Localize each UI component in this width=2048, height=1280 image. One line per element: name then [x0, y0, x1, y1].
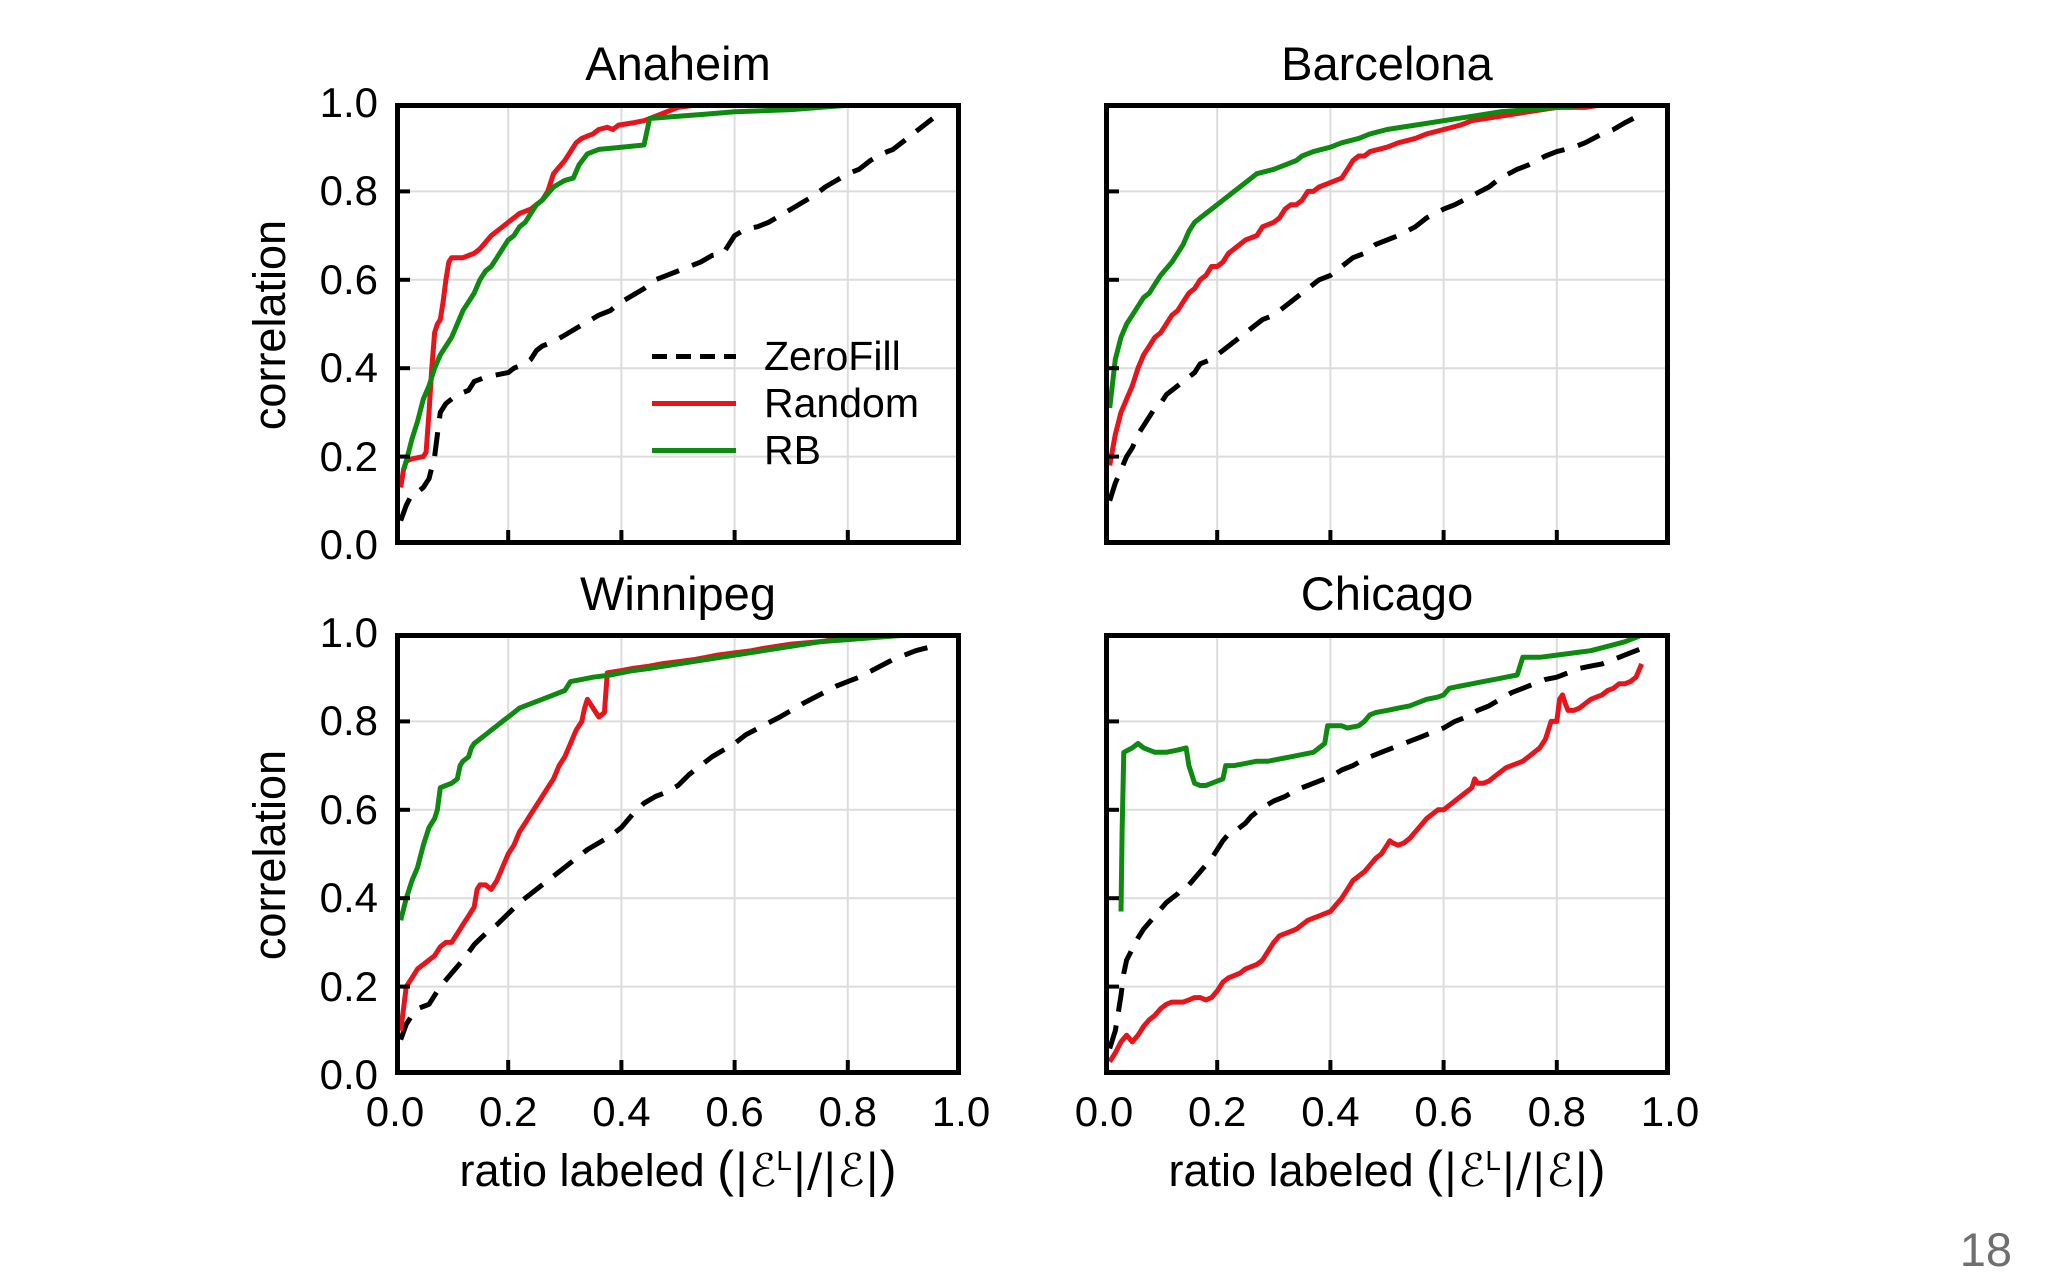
- chart-title-barcelona: Barcelona: [1281, 37, 1493, 90]
- legend-item-zerofill: ZeroFill: [652, 333, 919, 380]
- series-rb: [401, 103, 933, 471]
- y-tick-label: 0.2: [319, 962, 378, 1010]
- x-tick-label: 0.6: [705, 1088, 764, 1135]
- series-zerofill: [1107, 111, 1643, 502]
- y-tick-label: 0.8: [319, 167, 378, 215]
- series-zerofill: [398, 116, 935, 522]
- y-tick-label: 0.0: [319, 1051, 378, 1098]
- x-tick-label: 0.4: [1301, 1088, 1360, 1135]
- x-tick-label: 0.8: [818, 1088, 877, 1135]
- series-random: [1107, 662, 1644, 1064]
- x-tick-label: 1.0: [1640, 1088, 1700, 1135]
- x-tick-label: 0.8: [1527, 1088, 1586, 1135]
- x-axis-label-right: ratio labeled (|ℰL|/|ℰ|): [1168, 1140, 1606, 1198]
- plot-anaheim: [395, 103, 961, 545]
- plot-border: [395, 103, 961, 545]
- x-tick-label: 0.6: [1414, 1088, 1473, 1135]
- legend: ZeroFill Random RB: [652, 333, 919, 474]
- legend-label: RB: [764, 427, 821, 473]
- x-tick-label: 0.0: [365, 1088, 425, 1135]
- y-tick-label: 1.0: [319, 79, 378, 126]
- legend-item-random: Random: [652, 380, 919, 427]
- page-number: 18: [1959, 1223, 2012, 1276]
- y-tick-label: 0.4: [319, 874, 378, 922]
- series-random: [1107, 103, 1642, 466]
- x-tick-label: 1.0: [931, 1088, 991, 1135]
- plot-border: [1104, 633, 1670, 1075]
- x-tick-label: 0.2: [478, 1088, 538, 1135]
- chart-title-winnipeg: Winnipeg: [580, 567, 776, 620]
- x-axis-label-left: ratio labeled (|ℰL|/|ℰ|): [459, 1140, 897, 1198]
- plot-chicago: [1104, 633, 1670, 1075]
- legend-label: Random: [764, 380, 919, 426]
- legend-label: ZeroFill: [764, 333, 901, 379]
- series-rb: [1107, 103, 1642, 409]
- series-zerofill: [1107, 646, 1643, 1050]
- plot-winnipeg: [395, 633, 961, 1075]
- plot-border: [1104, 103, 1670, 545]
- y-tick-label: 0.6: [319, 255, 378, 303]
- zerofill-dashed-line-swatch: [652, 354, 736, 359]
- y-tick-label: 0.2: [319, 432, 378, 480]
- chart-title-anaheim: Anaheim: [585, 37, 771, 90]
- y-tick-label: 0.4: [319, 344, 378, 392]
- x-tick-label: 0.0: [1074, 1088, 1134, 1135]
- y-tick-label: 1.0: [319, 609, 378, 656]
- legend-item-rb: RB: [652, 427, 919, 474]
- chart-title-chicago: Chicago: [1300, 567, 1474, 620]
- series-rb: [398, 633, 933, 921]
- series-random: [398, 633, 933, 1032]
- plot-barcelona: [1104, 103, 1670, 545]
- rb-line-swatch: [652, 448, 736, 453]
- x-tick-label: 0.4: [592, 1088, 651, 1135]
- plot-border: [395, 633, 961, 1075]
- series-rb: [1118, 633, 1643, 912]
- y-tick-label: 0.8: [319, 697, 378, 745]
- y-tick-label: 0.0: [319, 521, 378, 568]
- y-tick-label: 0.6: [319, 785, 378, 833]
- x-tick-label: 0.2: [1187, 1088, 1247, 1135]
- series-random: [398, 103, 933, 488]
- series-zerofill: [398, 643, 934, 1041]
- random-line-swatch: [652, 401, 736, 406]
